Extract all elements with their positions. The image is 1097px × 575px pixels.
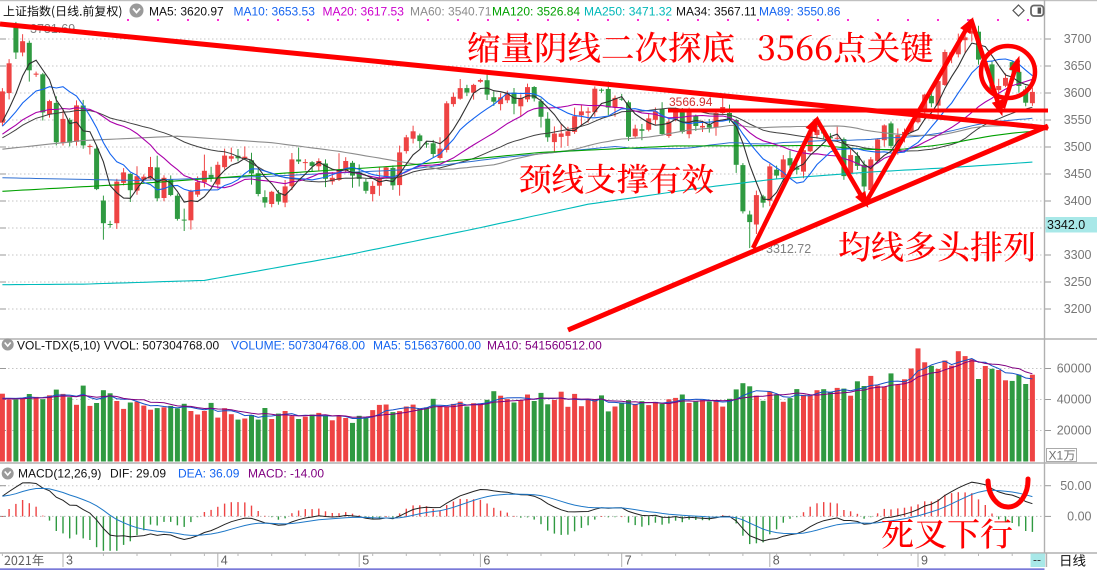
svg-text:MA120: 3526.84: MA120: 3526.84 <box>492 5 580 19</box>
svg-text:MA60: 3540.71: MA60: 3540.71 <box>410 5 492 19</box>
svg-text:6: 6 <box>483 554 490 568</box>
svg-text:MA10: 3653.53: MA10: 3653.53 <box>234 5 316 19</box>
svg-text:7: 7 <box>625 554 632 568</box>
svg-text:X1: X1 <box>1049 449 1064 463</box>
svg-text:40000: 40000 <box>1057 393 1092 407</box>
svg-text:3300: 3300 <box>1064 248 1092 262</box>
svg-text:3200: 3200 <box>1064 302 1092 316</box>
svg-text:3550: 3550 <box>1064 113 1092 127</box>
svg-text:3650: 3650 <box>1064 59 1092 73</box>
svg-text:3250: 3250 <box>1064 275 1092 289</box>
svg-text:VOLUME: 507304768.00: VOLUME: 507304768.00 <box>231 339 365 353</box>
svg-text:3342.0: 3342.0 <box>1047 218 1085 232</box>
svg-text:VOL-TDX(5,10) VVOL: 507304768.: VOL-TDX(5,10) VVOL: 507304768.00 <box>17 339 219 353</box>
svg-text:3450: 3450 <box>1064 167 1092 181</box>
svg-text:MA250: 3471.32: MA250: 3471.32 <box>584 5 672 19</box>
svg-text:4: 4 <box>221 554 228 568</box>
svg-text:50.00: 50.00 <box>1060 479 1091 493</box>
svg-text:MACD: -14.00: MACD: -14.00 <box>248 467 324 481</box>
svg-text:MA5: 515637600.00: MA5: 515637600.00 <box>373 339 481 353</box>
svg-text:MA5: 3620.97: MA5: 3620.97 <box>149 5 224 19</box>
svg-text:3566.94: 3566.94 <box>669 95 713 109</box>
svg-text:DIF: 29.09: DIF: 29.09 <box>110 467 166 481</box>
svg-text:0.00: 0.00 <box>1067 510 1091 524</box>
svg-text:DEA: 36.09: DEA: 36.09 <box>178 467 240 481</box>
svg-text:--: -- <box>1033 553 1041 567</box>
svg-text:MACD(12,26,9): MACD(12,26,9) <box>18 467 101 481</box>
svg-text:MA10: 541560512.00: MA10: 541560512.00 <box>487 339 602 353</box>
svg-text:60000: 60000 <box>1057 362 1092 376</box>
svg-text:9: 9 <box>921 554 928 568</box>
svg-text:5: 5 <box>362 554 369 568</box>
svg-text:MA89: 3550.86: MA89: 3550.86 <box>759 5 841 19</box>
svg-text:3700: 3700 <box>1064 32 1092 46</box>
svg-text:3400: 3400 <box>1064 194 1092 208</box>
svg-text:3500: 3500 <box>1064 140 1092 154</box>
svg-text:3600: 3600 <box>1064 86 1092 100</box>
svg-text:20000: 20000 <box>1057 424 1092 438</box>
svg-text:MA20: 3617.53: MA20: 3617.53 <box>323 5 405 19</box>
svg-text:MA34: 3567.11: MA34: 3567.11 <box>676 5 757 19</box>
